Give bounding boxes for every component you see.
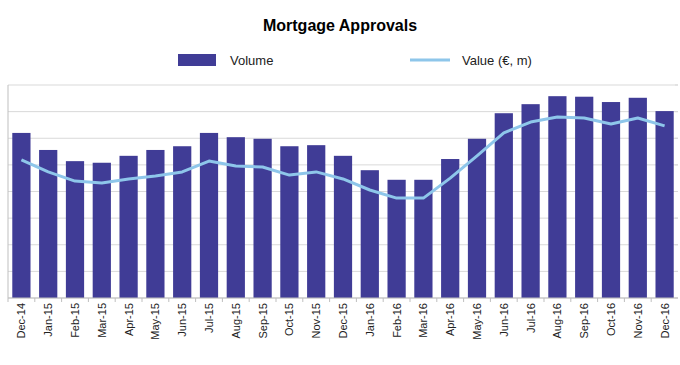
bar [602,102,620,298]
bar [280,146,298,298]
y2-tick [675,218,678,219]
x-tick [383,298,384,302]
x-tick-label: Aug-16 [551,303,563,338]
x-tick [597,298,598,302]
x-tick-label: Mar-16 [417,303,429,338]
x-tick [490,298,491,302]
x-tick-label: Dec-15 [337,303,349,338]
x-tick-label: Jun-16 [498,303,510,337]
y2-tick [675,191,678,192]
x-tick [544,298,545,302]
chart: Mortgage Approvals Volume Value (€, m) Dec-… [0,0,680,365]
bar [575,97,593,298]
x-tick-label: Jan-15 [42,303,54,337]
x-tick-label: Oct-15 [283,303,295,336]
y2-tick [675,111,678,112]
bar [200,133,218,298]
x-tick [115,298,116,302]
x-tick [142,298,143,302]
legend-swatch [178,54,216,66]
x-tick-label: Sep-16 [578,303,590,338]
title: Mortgage Approvals [263,17,417,34]
x-tick-label: Dec-16 [659,303,671,338]
y2-tick [675,271,678,272]
legend-entry: Value (€, m) [410,53,532,68]
bar [495,113,513,298]
y2-tick [675,85,678,86]
x-tick [168,298,169,302]
y2-tick [675,244,678,245]
x-tick [276,298,277,302]
x-tick-label: Mar-15 [96,303,108,338]
x-tick-label: Jun-15 [176,303,188,337]
x-tick-label: Jul-16 [525,303,537,333]
x-tick-label: Sep-15 [257,303,269,338]
grid-line [8,85,678,86]
x-tick [249,298,250,302]
x-tick [8,298,9,302]
x-tick [436,298,437,302]
plot-area [12,96,673,298]
x-tick-label: Nov-16 [632,303,644,338]
x-tick-label: May-15 [149,303,161,340]
y-axis [8,85,9,298]
x-tick [195,298,196,302]
bar [655,111,673,298]
x-tick [624,298,625,302]
x-tick [222,298,223,302]
y2-tick [675,138,678,139]
x-tick [410,298,411,302]
x-tick-label: Jan-16 [364,303,376,337]
x-tick [302,298,303,302]
x-tick [88,298,89,302]
x-tick [329,298,330,302]
x-tick [651,298,652,302]
x-tick [517,298,518,302]
x-tick [61,298,62,302]
grid-line [8,298,678,299]
bar [12,133,30,298]
bar [629,98,647,298]
x-tick-label: Jul-15 [203,303,215,333]
bar [521,104,539,298]
y2-tick [675,164,678,165]
legend-swatch [410,59,450,62]
x-tick [34,298,35,302]
x-tick-label: Apr-16 [444,303,456,336]
x-tick-label: Aug-15 [230,303,242,338]
x-tick [570,298,571,302]
bar [253,139,271,298]
x-tick-label: Dec-14 [15,303,27,338]
x-tick [356,298,357,302]
x-tick-label: Feb-16 [391,303,403,338]
bar [146,150,164,298]
legend-label: Value (€, m) [462,53,532,68]
x-axis [8,298,678,299]
bar [227,137,245,298]
x-tick-label: Oct-16 [605,303,617,336]
x-tick [463,298,464,302]
x-tick-label: Nov-15 [310,303,322,338]
bar [548,96,566,298]
x-tick-label: Feb-15 [69,303,81,338]
bar [307,145,325,298]
line [21,117,664,198]
x-tick-label: May-16 [471,303,483,340]
legend-entry: Volume [178,53,273,68]
x-tick-label: Apr-15 [123,303,135,336]
legend-label: Volume [230,53,273,68]
